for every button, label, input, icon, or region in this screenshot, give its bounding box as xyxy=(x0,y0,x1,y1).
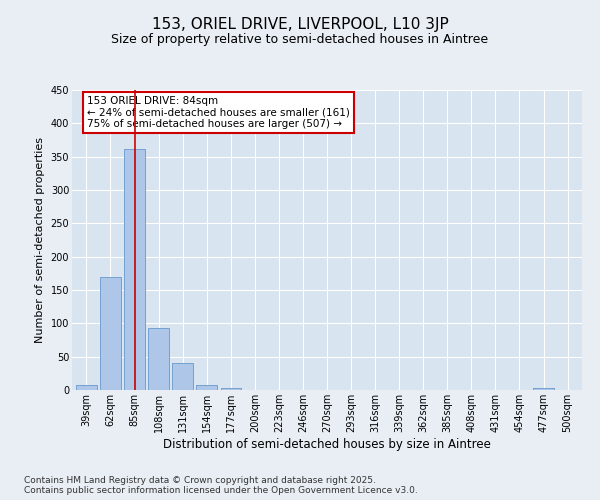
Bar xyxy=(76,386,97,390)
X-axis label: Distribution of semi-detached houses by size in Aintree: Distribution of semi-detached houses by … xyxy=(163,438,491,450)
Text: 153 ORIEL DRIVE: 84sqm
← 24% of semi-detached houses are smaller (161)
75% of se: 153 ORIEL DRIVE: 84sqm ← 24% of semi-det… xyxy=(88,96,350,129)
Text: 153, ORIEL DRIVE, LIVERPOOL, L10 3JP: 153, ORIEL DRIVE, LIVERPOOL, L10 3JP xyxy=(152,18,448,32)
Bar xyxy=(148,328,169,390)
Text: Contains HM Land Registry data © Crown copyright and database right 2025.
Contai: Contains HM Land Registry data © Crown c… xyxy=(24,476,418,495)
Bar xyxy=(124,148,145,390)
Bar xyxy=(172,364,193,390)
Bar xyxy=(533,388,554,390)
Bar xyxy=(221,388,241,390)
Y-axis label: Number of semi-detached properties: Number of semi-detached properties xyxy=(35,137,45,343)
Text: Size of property relative to semi-detached houses in Aintree: Size of property relative to semi-detach… xyxy=(112,32,488,46)
Bar xyxy=(100,276,121,390)
Bar xyxy=(196,384,217,390)
